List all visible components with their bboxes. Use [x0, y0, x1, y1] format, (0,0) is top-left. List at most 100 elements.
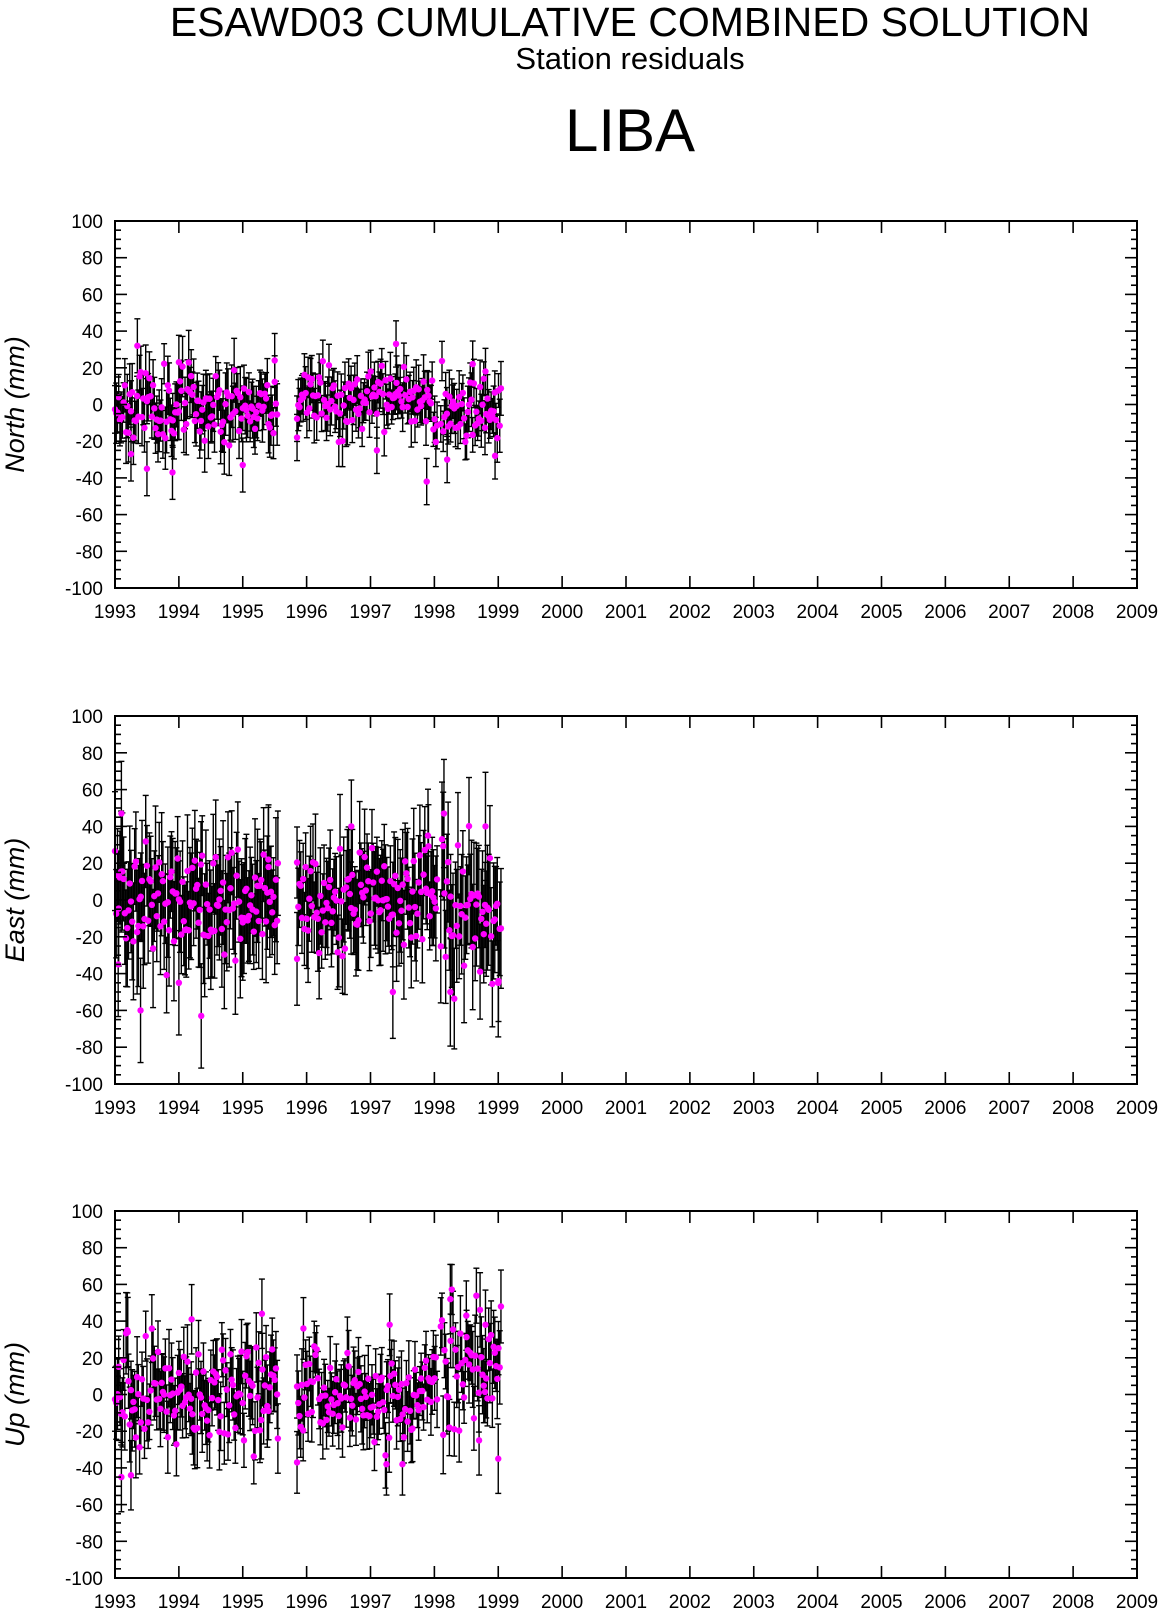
- data-point: [392, 1381, 399, 1389]
- data-point: [384, 903, 392, 910]
- data-point: [323, 1416, 330, 1424]
- data-point: [226, 442, 233, 449]
- data-point: [221, 951, 228, 958]
- data-point: [338, 1395, 345, 1402]
- data-point: [476, 968, 484, 975]
- data-point: [422, 1357, 430, 1364]
- y-ticks: [115, 715, 1137, 1085]
- data-point: [462, 438, 469, 446]
- data-point: [170, 430, 178, 437]
- data-point: [328, 1396, 335, 1403]
- data-point: [441, 890, 448, 897]
- panel-east: 1993 1994 1995 1996 1997 1998 1999 2000 2001 2002…: [0, 707, 1158, 1119]
- data-point: [302, 389, 309, 397]
- data-point: [270, 893, 277, 900]
- data-point: [318, 410, 325, 417]
- data-point: [126, 880, 133, 887]
- data-point: [185, 359, 192, 366]
- data-point: [469, 1366, 476, 1373]
- data-point: [269, 1346, 276, 1353]
- data-point: [189, 864, 196, 872]
- data-point: [371, 384, 378, 391]
- data-point: [476, 1306, 484, 1314]
- data-point: [372, 1372, 379, 1380]
- data-point: [370, 1403, 377, 1410]
- data-point: [373, 447, 381, 454]
- data-point: [127, 898, 135, 905]
- data-point: [464, 408, 471, 416]
- data-point: [470, 1415, 478, 1422]
- data-point: [404, 1418, 411, 1425]
- data-point: [138, 413, 146, 421]
- data-point: [245, 912, 253, 920]
- data-point: [357, 1395, 365, 1403]
- data-point: [188, 1316, 195, 1323]
- data-point: [147, 393, 154, 400]
- data-point: [293, 415, 301, 422]
- data-point: [259, 930, 266, 938]
- data-point: [465, 1361, 473, 1368]
- data-point: [160, 1391, 168, 1398]
- data-point: [208, 1394, 216, 1402]
- data-point: [293, 955, 301, 963]
- data-point: [233, 872, 240, 879]
- data-point: [352, 1416, 360, 1423]
- data-point: [446, 1424, 453, 1431]
- data-point: [314, 392, 322, 399]
- data-point: [453, 402, 460, 410]
- data-point: [119, 868, 126, 875]
- y-tick-label: -60: [76, 1001, 103, 1022]
- data-point: [137, 1007, 144, 1014]
- data-point: [363, 387, 371, 395]
- x-tick-label: 2007: [988, 602, 1030, 623]
- data-point: [149, 382, 157, 389]
- data-point: [395, 920, 403, 927]
- x-tick-label: 2003: [733, 1592, 775, 1613]
- data-point: [138, 877, 146, 885]
- data-point: [459, 389, 467, 397]
- data-point: [189, 391, 196, 398]
- data-point: [260, 851, 267, 858]
- data-point: [206, 906, 213, 913]
- data-point: [179, 878, 186, 885]
- data-point: [300, 1325, 307, 1332]
- data-point: [271, 357, 278, 364]
- y-tick-label: 0: [92, 396, 103, 417]
- y-tick-label: 60: [82, 781, 103, 802]
- data-point: [440, 842, 447, 850]
- data-point: [327, 406, 334, 413]
- data-point: [309, 1378, 317, 1386]
- data-point: [428, 377, 436, 384]
- x-tick-label: 1997: [349, 1592, 391, 1613]
- data-point: [495, 979, 502, 986]
- data-point: [211, 1379, 218, 1386]
- data-point: [397, 897, 404, 905]
- data-point: [324, 1403, 331, 1410]
- data-point: [127, 1472, 135, 1479]
- data-point: [197, 1394, 205, 1401]
- data-point: [132, 858, 140, 865]
- data-point: [212, 853, 219, 861]
- data-point: [261, 1382, 269, 1389]
- data-point: [237, 935, 244, 942]
- data-point: [454, 842, 462, 849]
- data-point: [312, 1351, 319, 1359]
- x-tick-label: 1995: [222, 602, 264, 623]
- y-tick-label: 80: [82, 1239, 103, 1260]
- y-axis-label: East (mm): [0, 838, 30, 963]
- data-point: [394, 884, 401, 892]
- data-point: [362, 1393, 370, 1401]
- data-point: [344, 418, 351, 426]
- data-point: [159, 877, 167, 885]
- data-point: [144, 917, 152, 924]
- data-point: [383, 1461, 390, 1468]
- data-point: [243, 406, 250, 414]
- data-point: [381, 428, 388, 436]
- data-point: [266, 1384, 273, 1391]
- data-point: [444, 858, 452, 866]
- data-point: [153, 912, 160, 920]
- data-point: [264, 381, 271, 389]
- data-point: [379, 390, 387, 398]
- data-point: [200, 1368, 207, 1375]
